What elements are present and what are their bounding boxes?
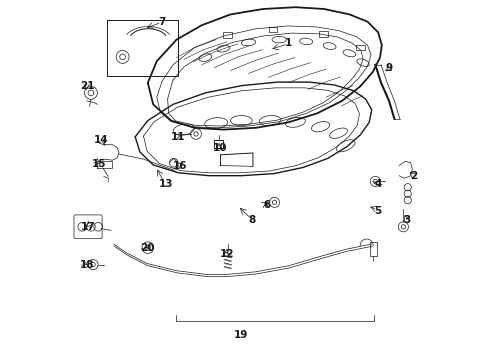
Text: 3: 3: [403, 215, 411, 225]
Text: 14: 14: [94, 135, 108, 145]
Bar: [107, 20, 178, 76]
Bar: [269, 27, 277, 32]
Bar: [370, 242, 377, 256]
Text: 2: 2: [411, 171, 418, 181]
Text: 7: 7: [158, 17, 166, 27]
Text: 4: 4: [374, 179, 382, 189]
Text: 17: 17: [81, 222, 96, 232]
Bar: [223, 32, 232, 38]
Text: 5: 5: [374, 206, 382, 216]
Text: 6: 6: [263, 200, 270, 210]
Text: 15: 15: [92, 159, 106, 169]
Text: 12: 12: [220, 249, 234, 259]
Text: 8: 8: [248, 215, 256, 225]
Text: 20: 20: [141, 243, 155, 253]
Text: 10: 10: [213, 143, 227, 153]
Bar: [356, 45, 365, 50]
Text: 16: 16: [173, 161, 188, 171]
Text: 1: 1: [285, 38, 292, 48]
Text: 21: 21: [80, 81, 95, 91]
Text: 11: 11: [171, 132, 186, 142]
Bar: [319, 31, 328, 37]
Text: 13: 13: [159, 179, 173, 189]
Bar: [215, 140, 223, 148]
Text: 19: 19: [234, 330, 248, 340]
Text: 9: 9: [386, 63, 392, 73]
Text: 18: 18: [79, 260, 94, 270]
